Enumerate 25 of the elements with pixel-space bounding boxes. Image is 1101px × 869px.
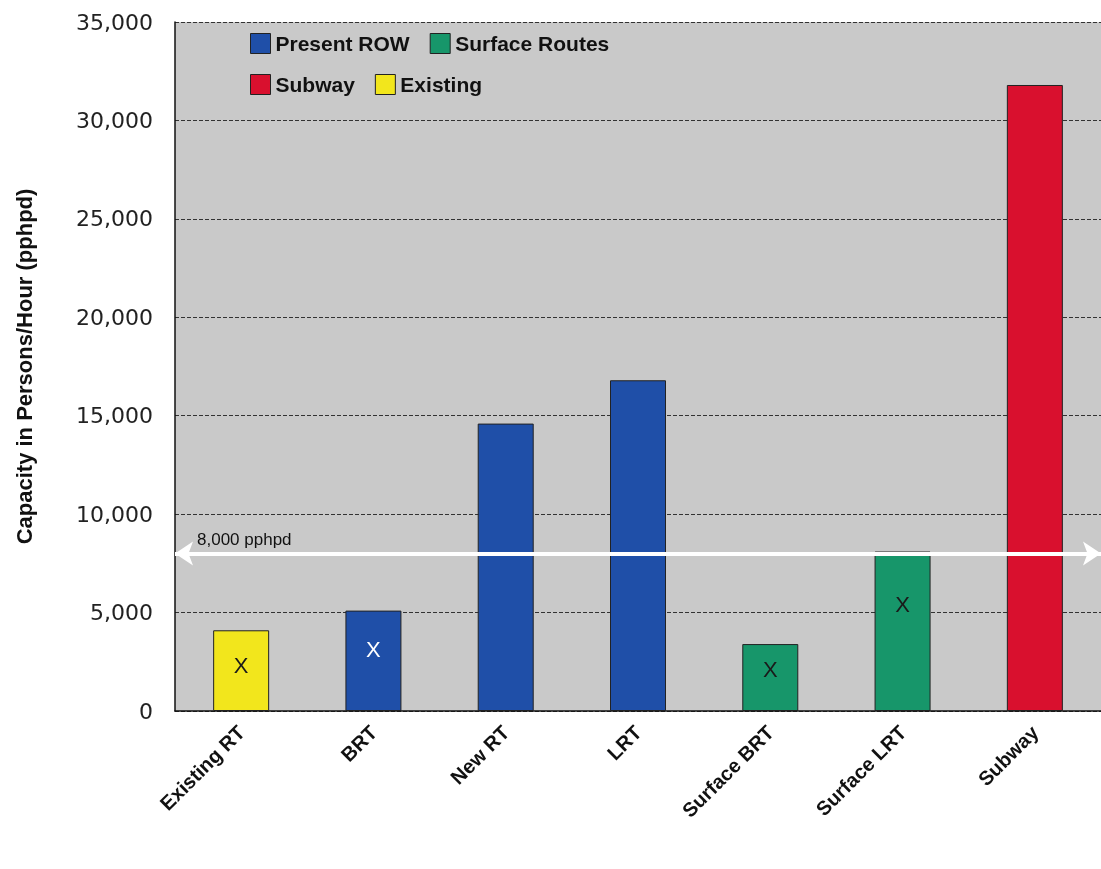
y-tick-label: 20,000: [76, 304, 153, 330]
annotation: X: [366, 637, 382, 663]
ref-line-label: 8,000 pphpd: [197, 529, 292, 549]
bar: [345, 610, 402, 711]
bar: [213, 630, 270, 711]
bar: [742, 644, 799, 711]
y-tick-label: 25,000: [76, 206, 153, 232]
y-axis-title: Capacity in Persons/Hour (pphpd): [11, 188, 37, 545]
annotation: X: [233, 653, 249, 679]
bar: [610, 380, 666, 711]
y-tick-label: 35,000: [76, 9, 153, 35]
legend-label: Subway: [275, 73, 356, 96]
annotation: X: [895, 592, 911, 618]
y-tick-label: 10,000: [76, 501, 153, 527]
bar: [1006, 84, 1063, 711]
y-tick-label: 30,000: [76, 107, 153, 133]
legend-label: Existing: [400, 73, 483, 96]
y-tick-label: 5,000: [90, 600, 153, 626]
bar: [874, 551, 931, 711]
legend-label: Present ROW: [275, 32, 410, 55]
legend-label: Surface Routes: [455, 32, 610, 55]
y-tick-label: 0: [139, 698, 153, 724]
annotation: X: [762, 657, 778, 683]
y-tick-label: 15,000: [76, 403, 153, 429]
bar: [477, 423, 534, 711]
